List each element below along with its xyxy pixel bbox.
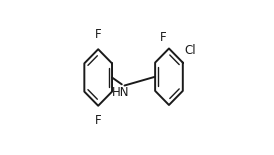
Text: F: F [95, 28, 101, 41]
Text: F: F [160, 31, 167, 44]
Text: HN: HN [112, 86, 130, 99]
Text: Cl: Cl [184, 44, 196, 57]
Text: F: F [95, 114, 101, 127]
